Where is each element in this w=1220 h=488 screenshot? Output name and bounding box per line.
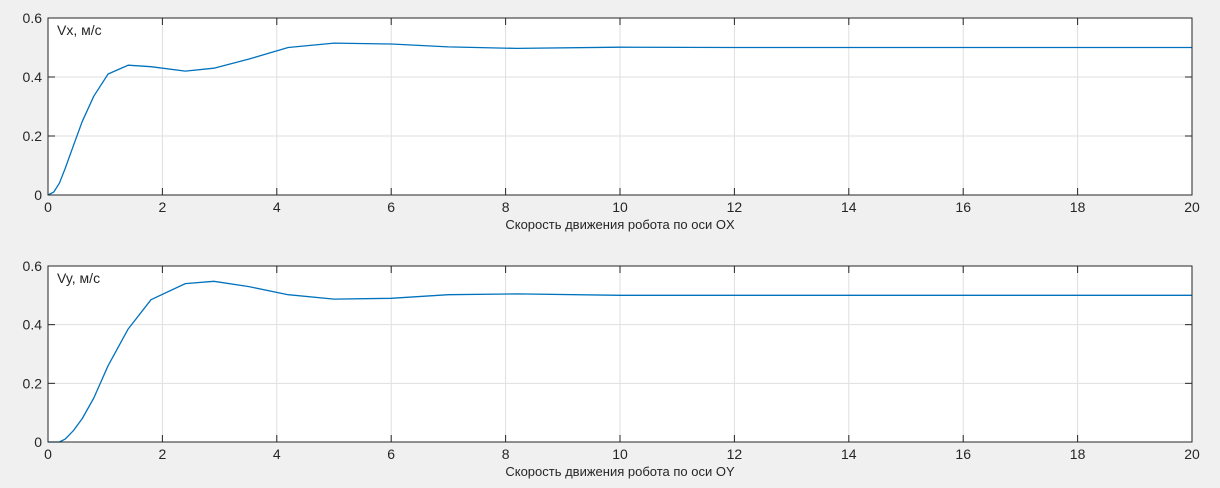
x-tick-label: 0 [44,446,52,462]
y-tick-label: 0.6 [23,258,43,274]
series-line [47,42,1192,196]
x-tick-label: 4 [273,199,281,215]
y-tick-label: 0.2 [23,375,43,391]
y-tick-label: 0 [34,187,42,203]
y-tick-label: 0.6 [23,10,43,26]
y-tick-label: 0 [34,434,42,450]
x-tick-label: 20 [1184,199,1200,215]
y-tick-label: 0.4 [23,317,43,333]
x-tick-label: 18 [1070,446,1086,462]
x-tick-label: 14 [841,199,857,215]
x-tick-label: 16 [955,446,971,462]
x-tick-label: 10 [612,446,628,462]
x-tick-label: 10 [612,199,628,215]
x-tick-label: 8 [502,199,510,215]
x-axis-label: Скорость движения робота по оси OX [505,217,735,232]
x-tick-label: 4 [273,446,281,462]
x-tick-label: 2 [159,199,167,215]
subplot-vx: 0 2 4 6 8 10 12 14 16 18 20 0 0.2 0.4 0.6 Скорость движ… [23,10,1200,232]
y-tick-label: 0.2 [23,128,43,144]
x-tick-label: 2 [159,446,167,462]
series-line [48,280,1192,443]
y-tick-label: 0.4 [23,69,43,85]
x-tick-label: 12 [727,446,743,462]
x-tick-label: 12 [727,199,743,215]
x-tick-label: 18 [1070,199,1086,215]
x-tick-label: 6 [387,446,395,462]
series-annotation: Vx, м/с [57,22,102,38]
x-tick-label: 8 [502,446,510,462]
x-axis-label: Скорость движения робота по оси OY [505,464,735,479]
x-tick-label: 16 [955,199,971,215]
series-annotation: Vy, м/с [57,270,100,286]
x-tick-label: 6 [387,199,395,215]
subplot-vy: 0 2 4 6 8 10 12 14 16 18 20 0 0.2 0.4 0.6 Скорость движ… [23,258,1200,479]
x-tick-label: 14 [841,446,857,462]
x-tick-label: 20 [1184,446,1200,462]
x-tick-label: 0 [44,199,52,215]
